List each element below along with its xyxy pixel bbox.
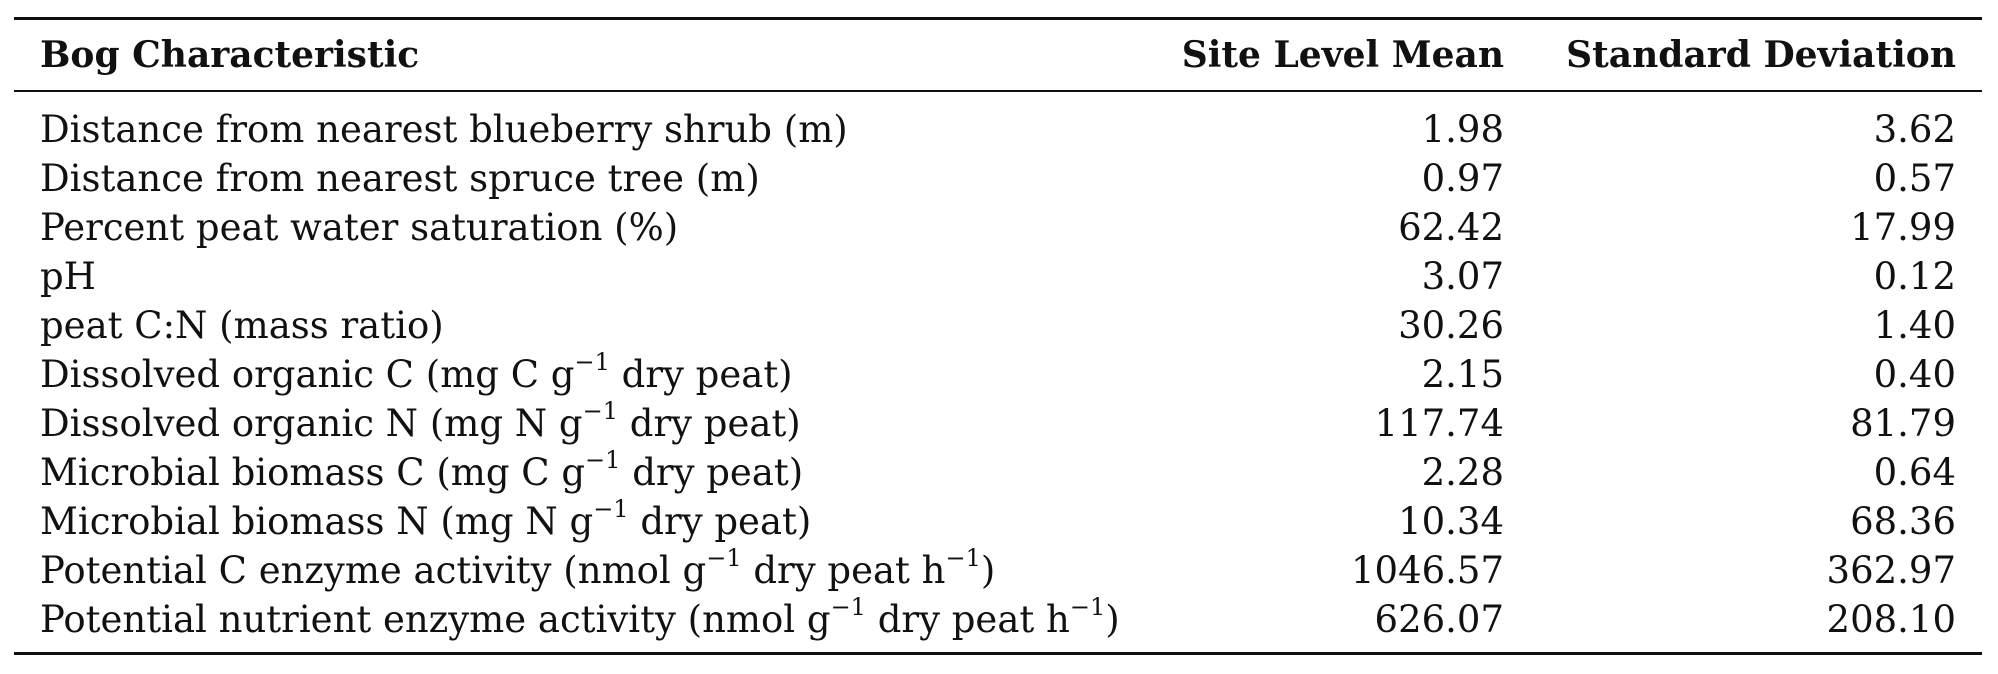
sd-cell: 17.99 <box>1850 206 1956 249</box>
characteristic-cell: Potential C enzyme activity (nmol g−1 dr… <box>14 546 1143 595</box>
mean-cell: 2.28 <box>1421 451 1504 494</box>
characteristic-cell: Dissolved organic C (mg C g−1 dry peat) <box>14 350 1143 399</box>
characteristic-cell: Microbial biomass C (mg C g−1 dry peat) <box>14 448 1143 497</box>
sd-cell: 362.97 <box>1826 549 1956 592</box>
label-text: Potential C enzyme activity (nmol g <box>40 549 707 592</box>
mean-cell: 117.74 <box>1374 402 1504 445</box>
sd-cell: 1.40 <box>1873 304 1956 347</box>
mean-cell: 1.98 <box>1421 108 1504 151</box>
label-text: dry peat) <box>620 451 804 494</box>
label-superscript: −1 <box>1069 592 1106 621</box>
sd-cell: 68.36 <box>1850 500 1956 543</box>
table-row: peat C:N (mass ratio) 30.26 1.40 <box>14 301 1982 350</box>
top-rule <box>14 17 1982 20</box>
label-text: ) <box>980 549 996 592</box>
table-row: Dissolved organic N (mg N g−1 dry peat) 1… <box>14 399 1982 448</box>
table-row: Potential nutrient enzyme activity (nmol… <box>14 595 1982 644</box>
label-text: dry peat) <box>618 402 801 445</box>
sd-cell: 0.12 <box>1873 255 1956 298</box>
table-row: Distance from nearest spruce tree (m) 0.9… <box>14 154 1982 203</box>
table-row: pH 3.07 0.12 <box>14 252 1982 301</box>
mean-cell: 62.42 <box>1398 206 1504 249</box>
mean-cell: 30.26 <box>1398 304 1504 347</box>
characteristic-cell: Distance from nearest blueberry shrub (m… <box>14 105 1143 154</box>
table-row: Dissolved organic C (mg C g−1 dry peat) 2… <box>14 350 1982 399</box>
label-text: Dissolved organic C (mg C g <box>40 353 575 396</box>
header-row: Bog Characteristic Site Level Mean Stand… <box>14 20 1982 90</box>
mean-cell: 2.15 <box>1421 353 1504 396</box>
label-text: Distance from nearest blueberry shrub (m… <box>40 108 848 151</box>
sd-cell: 0.64 <box>1873 451 1956 494</box>
sd-cell: 0.40 <box>1873 353 1956 396</box>
label-text: Dissolved organic N (mg N g <box>40 402 583 445</box>
data-table: Bog Characteristic Site Level Mean Stand… <box>14 17 1982 655</box>
label-superscript: −1 <box>574 347 610 376</box>
label-superscript: −1 <box>585 445 621 474</box>
header-rule <box>14 90 1982 92</box>
label-superscript: −1 <box>945 543 981 572</box>
mean-cell: 0.97 <box>1421 157 1504 200</box>
label-text: Potential nutrient enzyme activity (nmol… <box>40 598 831 641</box>
label-text: Microbial biomass N (mg N g <box>40 500 594 543</box>
sd-cell: 3.62 <box>1873 108 1956 151</box>
label-text: Microbial biomass C (mg C g <box>40 451 586 494</box>
label-text: dry peat) <box>628 500 812 543</box>
label-superscript: −1 <box>593 494 629 523</box>
mean-cell: 626.07 <box>1374 598 1504 641</box>
mean-cell: 1046.57 <box>1350 549 1504 592</box>
characteristic-cell: Percent peat water saturation (%) <box>14 203 1143 252</box>
label-superscript: −1 <box>706 543 742 572</box>
label-text: Distance from nearest spruce tree (m) <box>40 157 760 200</box>
table-row: Potential C enzyme activity (nmol g−1 dr… <box>14 546 1982 595</box>
label-text: ) <box>1105 598 1120 641</box>
table-row: Microbial biomass N (mg N g−1 dry peat) 1… <box>14 497 1982 546</box>
sd-cell: 81.79 <box>1850 402 1956 445</box>
characteristic-cell: Distance from nearest spruce tree (m) <box>14 154 1143 203</box>
mean-cell: 10.34 <box>1398 500 1504 543</box>
table-row: Distance from nearest blueberry shrub (m… <box>14 105 1982 154</box>
header-characteristic: Bog Characteristic <box>40 34 420 76</box>
bottom-rule <box>14 652 1982 655</box>
header-mean: Site Level Mean <box>1181 34 1504 76</box>
characteristic-cell: pH <box>14 252 1143 301</box>
characteristic-cell: Dissolved organic N (mg N g−1 dry peat) <box>14 399 1143 448</box>
label-text: peat C:N (mass ratio) <box>40 304 444 347</box>
mean-cell: 3.07 <box>1421 255 1504 298</box>
header-sd: Standard Deviation <box>1566 34 1956 76</box>
sd-cell: 208.10 <box>1826 598 1956 641</box>
characteristic-cell: peat C:N (mass ratio) <box>14 301 1143 350</box>
label-text: Percent peat water saturation (%) <box>40 206 679 249</box>
label-text: pH <box>40 255 96 298</box>
label-superscript: −1 <box>582 396 618 425</box>
label-text: dry peat) <box>609 353 793 396</box>
label-text: dry peat h <box>865 598 1070 641</box>
table-row: Percent peat water saturation (%) 62.42 17… <box>14 203 1982 252</box>
table-body: Distance from nearest blueberry shrub (m… <box>14 92 1982 644</box>
characteristic-cell: Potential nutrient enzyme activity (nmol… <box>14 595 1143 644</box>
label-text: dry peat h <box>741 549 946 592</box>
label-superscript: −1 <box>830 592 866 621</box>
sd-cell: 0.57 <box>1873 157 1956 200</box>
table-row: Microbial biomass C (mg C g−1 dry peat) 2… <box>14 448 1982 497</box>
characteristic-cell: Microbial biomass N (mg N g−1 dry peat) <box>14 497 1143 546</box>
